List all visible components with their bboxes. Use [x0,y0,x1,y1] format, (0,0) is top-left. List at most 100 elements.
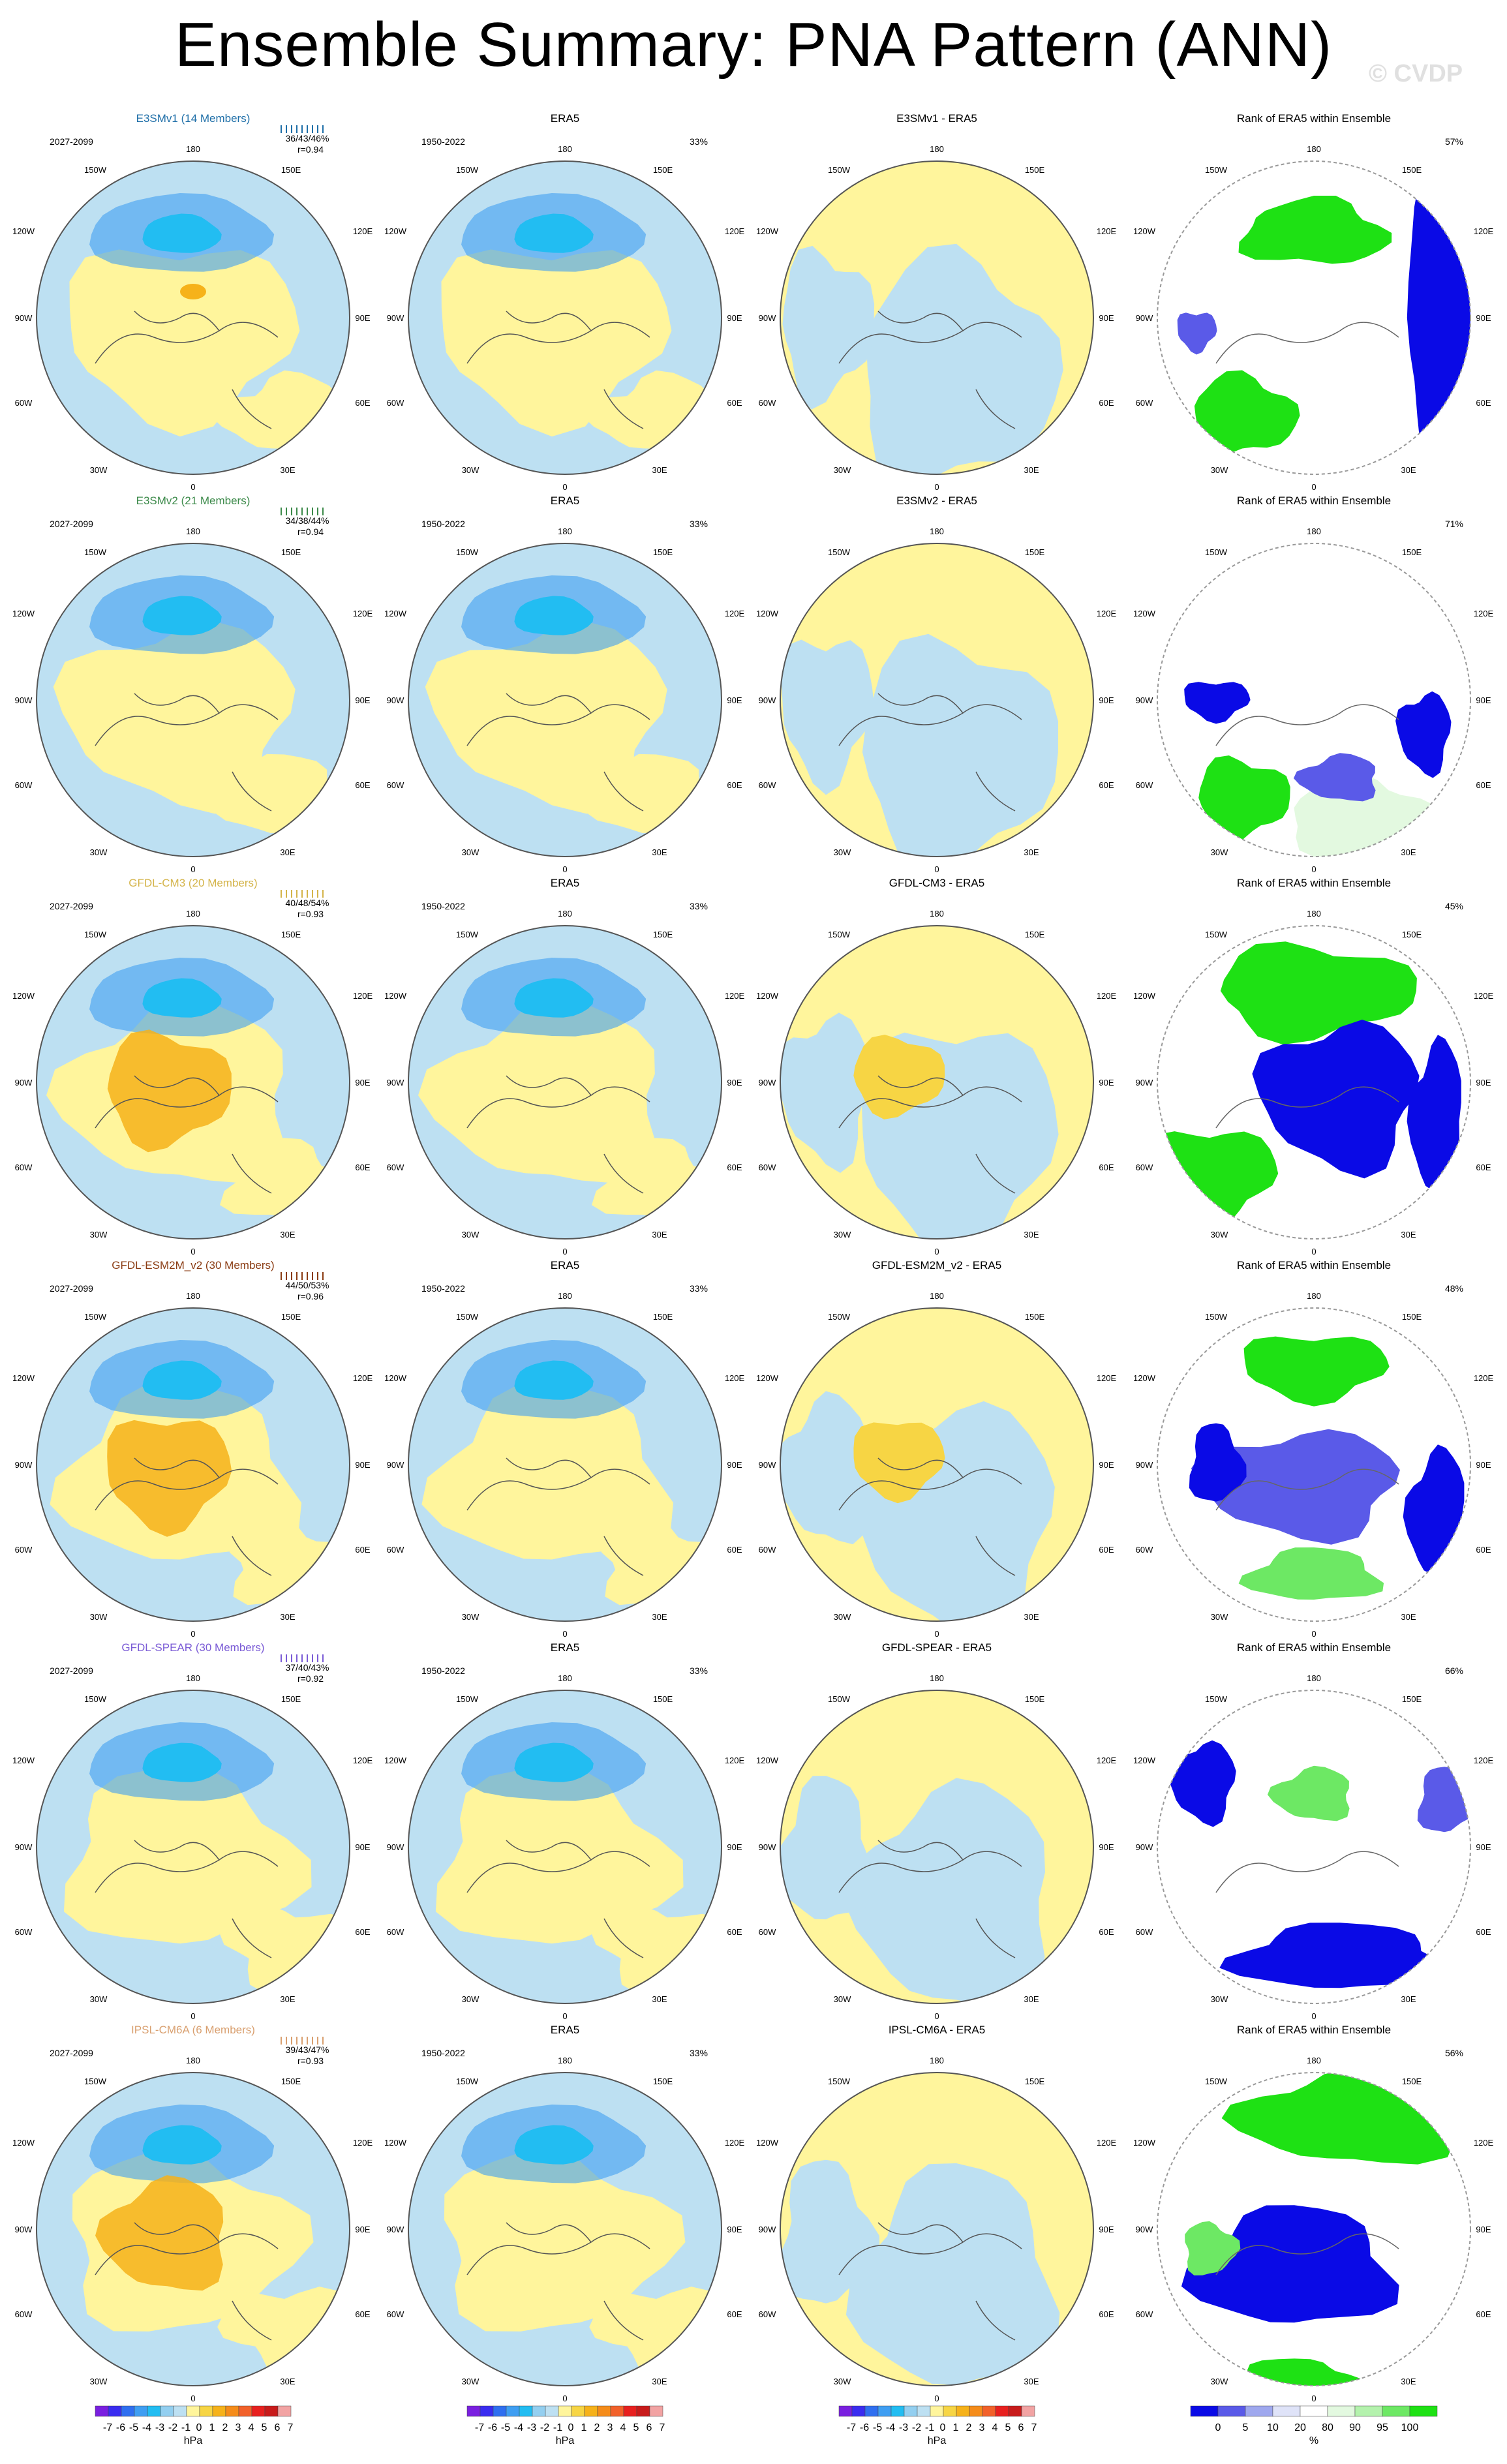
lon-label: 30E [652,1230,667,1240]
colorbar-tick: -2 [168,2422,177,2433]
colorbar-swatch [1217,2405,1246,2417]
lon-label: 30E [652,2377,667,2386]
lon-label: 90E [1099,1842,1114,1852]
lon-label: 120W [384,226,407,236]
coastline [603,389,644,429]
lon-label: 150W [1205,930,1228,939]
lon-label: 30E [652,847,667,857]
map-outline [36,543,350,857]
coastline [134,311,220,331]
panel-era5-4: ERA5 1950-2022 33% 180 150W 150E 120W 120E 90W 90… [384,1641,744,2021]
lon-label: 60E [1476,1927,1491,1937]
coastline [134,1840,220,1861]
lon-label: 90W [15,1078,33,1088]
coastline [1215,1468,1399,1511]
coastline [95,1468,279,1511]
colorbar-unit: hPa [928,2435,947,2446]
lon-label: 90E [1476,313,1491,323]
lon-label: 0 [190,1629,195,1639]
coastline [1215,704,1399,746]
rank-region [1166,1740,1236,1827]
colorbar-tick: -1 [553,2422,562,2433]
negative-region [782,245,875,410]
diff-title: GFDL-ESM2M_v2 - ERA5 [872,1259,1001,1271]
lon-label: 150W [1205,2076,1228,2086]
rank-region [1184,682,1251,724]
lon-label: 90W [15,313,33,323]
colorbar-swatch [199,2405,213,2417]
colorbar-swatch [506,2405,520,2417]
lon-label: 90E [727,2225,742,2234]
lon-label: 120E [1097,1756,1117,1765]
lon-label: 0 [190,2394,195,2403]
coastline [95,1086,279,1129]
lon-label: 30E [1024,465,1039,475]
coastline [466,1468,650,1511]
positive-region [69,249,300,437]
colorbar-tick: 1 [209,2422,215,2433]
lon-label: 150W [1205,547,1228,557]
colorbar-tick: 0 [940,2422,946,2433]
positive-core [95,2175,224,2291]
colorbar-swatch [277,2405,292,2417]
colorbar-swatch [264,2405,279,2417]
panel-model-3: GFDL-ESM2M_v2 (30 Members) 2027-2099 44/50… [12,1259,373,1639]
lon-label: 60W [387,1163,404,1172]
colorbar-tick: 2 [222,2422,228,2433]
lon-label: 0 [1311,2011,1316,2021]
colorbar-swatch [1409,2405,1438,2417]
panel-diff-1: E3SMv2 - ERA5 180 150W 150E 120W 120E 90W 90E 60… [756,494,1116,874]
lon-label: 90E [355,1460,370,1470]
lon-label: 120E [1474,1373,1494,1383]
lon-label: 120E [1474,226,1494,236]
lon-label: 150W [84,1312,107,1322]
lon-label: 150E [1402,2076,1422,2086]
map-outline [36,1690,350,2004]
lon-label: 30W [90,847,108,857]
lon-label: 120W [756,991,779,1001]
lon-label: 30W [462,1230,480,1240]
lon-label: 180 [186,144,200,154]
coastline [232,2300,272,2341]
map-outline [780,160,1094,475]
lon-label: 120E [353,2138,373,2148]
lon-label: 30E [652,1994,667,2004]
model-correlation: r=0.93 [297,2056,324,2066]
lon-label: 60E [355,1163,370,1172]
model-correlation: r=0.96 [297,1291,324,1301]
colorbar-swatch [173,2405,187,2417]
lon-label: 120W [12,1373,35,1383]
diff-title: GFDL-CM3 - ERA5 [889,877,984,889]
coastline [95,704,279,746]
lon-label: 180 [930,909,944,919]
rank-region [1181,2205,1399,2323]
colorbar-swatch [995,2405,1009,2417]
negative-max [514,978,594,1018]
map-outline [36,1307,350,1622]
panel-rank-1: Rank of ERA5 within Ensemble 71% 180 150W 15… [1133,494,1493,874]
panel-rank-4: Rank of ERA5 within Ensemble 66% 180 150W 15… [1133,1641,1493,2021]
lon-label: 90W [759,313,776,323]
lon-label: 120E [1474,2138,1494,2148]
negative-max [142,2125,222,2165]
lon-label: 30W [1211,465,1228,475]
colorbar-swatch [597,2405,611,2417]
negative-region [845,2163,1060,2385]
map-outline [36,160,350,475]
lon-label: 90E [355,2225,370,2234]
colorbar-swatch [1382,2405,1410,2417]
lon-label: 120W [384,991,407,1001]
negative-region [780,2159,880,2304]
map-outline [780,1690,1094,2004]
lon-label: 90W [1136,1078,1153,1088]
era5-period: 1950-2022 [421,136,465,147]
lon-label: 30E [280,1612,295,1622]
colorbar-swatch [480,2405,494,2417]
colorbar-swatch [1354,2405,1383,2417]
colorbar-swatch [930,2405,944,2417]
diff-title: E3SMv2 - ERA5 [896,494,977,507]
lon-label: 60E [727,780,742,790]
coastline [1215,1086,1399,1129]
negative-region [862,633,1058,857]
lon-label: 90E [1099,1078,1114,1088]
